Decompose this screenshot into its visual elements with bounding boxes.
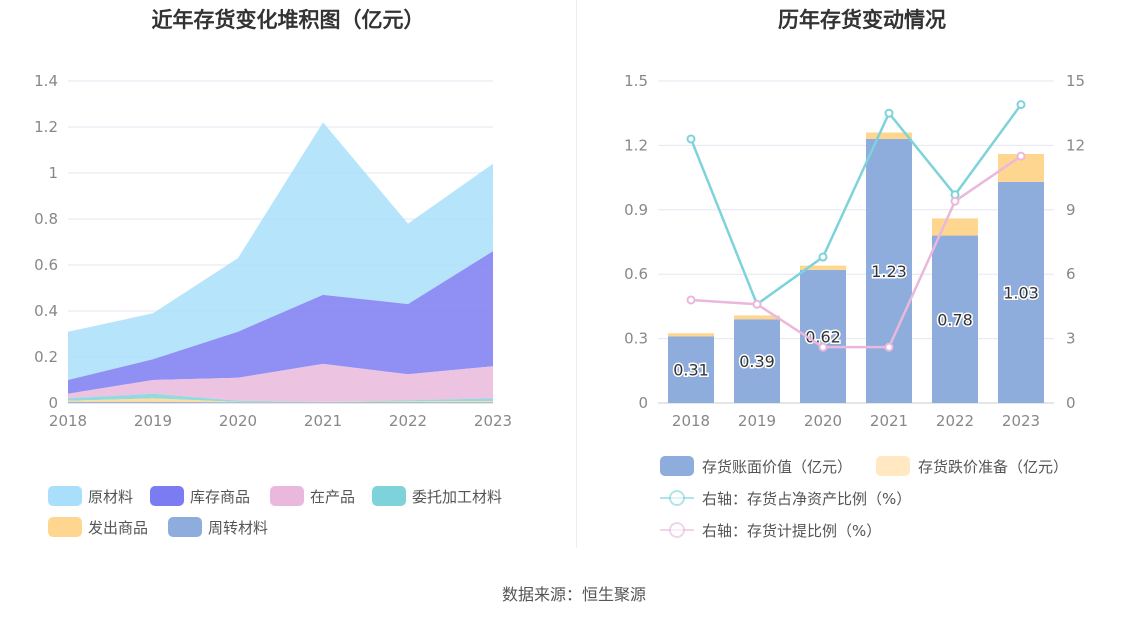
left-y-tick-label: 0.2: [34, 348, 58, 366]
right-y-tick-label: 0: [638, 394, 648, 412]
left-x-tick-label: 2023: [474, 412, 512, 430]
left-legend-label: 发出商品: [88, 519, 148, 537]
chart-divider: [576, 0, 577, 548]
line-point: [1016, 100, 1026, 110]
right-y2-tick-label: 3: [1066, 330, 1076, 348]
left-legend-swatch: [168, 517, 202, 537]
left-legend-label: 原材料: [88, 488, 133, 506]
right-x-tick-label: 2020: [804, 412, 842, 430]
left-legend-swatch: [48, 517, 82, 537]
bar-book-value: [866, 138, 912, 403]
bar-impairment: [668, 333, 714, 337]
right-legend-label: 存货账面价值（亿元）: [702, 458, 852, 476]
left-y-tick-label: 0.4: [34, 302, 58, 320]
bar-impairment: [800, 265, 846, 270]
right-y-tick-label: 1.5: [624, 72, 648, 90]
left-x-tick-label: 2022: [389, 412, 427, 430]
left-legend-label: 委托加工材料: [412, 488, 502, 506]
right-chart-title: 历年存货变动情况: [778, 8, 946, 32]
left-legend-label: 在产品: [310, 488, 355, 506]
right-legend-label: 右轴：存货计提比例（%）: [702, 522, 881, 540]
bar-value-label: 1.03: [1003, 283, 1039, 302]
left-y-tick-label: 0.6: [34, 256, 58, 274]
right-x-tick-label: 2023: [1002, 412, 1040, 430]
left-legend-swatch: [150, 486, 184, 506]
right-legend-marker: [669, 490, 685, 506]
bar-book-value: [998, 181, 1044, 403]
right-y-tick-label: 0.6: [624, 265, 648, 283]
right-y2-tick-label: 9: [1066, 201, 1076, 219]
left-legend-label: 周转材料: [208, 519, 268, 537]
left-chart-title: 近年存货变化堆积图（亿元）: [151, 8, 425, 32]
line-point: [884, 108, 894, 118]
area-3: [68, 393, 493, 402]
left-y-tick-label: 1.2: [34, 118, 58, 136]
line-provision-ratio: [690, 155, 1022, 349]
right-y-tick-label: 0.9: [624, 201, 648, 219]
area-1: [68, 401, 493, 403]
line-point: [950, 196, 960, 206]
left-x-tick-label: 2021: [304, 412, 342, 430]
line-point: [884, 342, 894, 352]
right-y2-tick-label: 0: [1066, 394, 1076, 412]
right-x-tick-label: 2021: [870, 412, 908, 430]
right-legend-marker: [669, 522, 685, 538]
bar-value-label: 1.23: [871, 262, 907, 281]
bar-impairment: [866, 132, 912, 139]
bar-value-label: 0.78: [937, 310, 973, 329]
right-legend-label: 存货跌价准备（亿元）: [918, 458, 1068, 476]
line-net-asset-ratio: [689, 103, 1023, 307]
area-4: [68, 363, 493, 402]
left-x-tick-label: 2018: [49, 412, 87, 430]
line-point: [686, 295, 696, 305]
bar-book-value: [932, 235, 978, 403]
bar-value-label: 0.31: [673, 361, 709, 380]
area-5: [68, 251, 493, 394]
area-2: [68, 398, 493, 403]
left-y-tick-label: 1.4: [34, 72, 58, 90]
left-legend-swatch: [270, 486, 304, 506]
charts-canvas: 0 0.2 0.4 0.6 0.8 1 1.2 1.4 2018 2019 2020 2021 2022…: [34, 72, 1085, 540]
left-x-tick-label: 2019: [134, 412, 172, 430]
line-point: [818, 342, 828, 352]
right-y-tick-label: 0.3: [624, 330, 648, 348]
line-point: [818, 252, 828, 262]
bar-impairment: [932, 218, 978, 236]
bar-value-label: 0.39: [739, 352, 775, 371]
line-point: [752, 299, 762, 309]
right-x-tick-label: 2022: [936, 412, 974, 430]
right-legend-swatch: [876, 456, 910, 476]
bar-book-value: [734, 319, 780, 403]
left-legend-label: 库存商品: [190, 488, 250, 506]
right-legend-swatch: [660, 456, 694, 476]
right-legend-label: 右轴：存货占净资产比例（%）: [702, 490, 911, 508]
right-y2-tick-label: 12: [1066, 136, 1085, 154]
left-legend-swatch: [48, 486, 82, 506]
area-6: [68, 122, 493, 381]
line-point: [1016, 151, 1026, 161]
right-x-tick-label: 2019: [738, 412, 776, 430]
bar-impairment: [734, 315, 780, 320]
left-y-tick-label: 1: [48, 164, 58, 182]
left-legend-swatch: [372, 486, 406, 506]
line-point: [686, 134, 696, 144]
right-x-tick-label: 2018: [672, 412, 710, 430]
right-y2-tick-label: 15: [1066, 72, 1085, 90]
bar-book-value: [668, 336, 714, 403]
left-x-tick-label: 2020: [219, 412, 257, 430]
left-y-tick-label: 0.8: [34, 210, 58, 228]
data-source-label: 数据来源：恒生聚源: [501, 585, 646, 604]
right-y-tick-label: 1.2: [624, 136, 648, 154]
right-y2-tick-label: 6: [1066, 265, 1076, 283]
left-y-tick-label: 0: [48, 394, 58, 412]
